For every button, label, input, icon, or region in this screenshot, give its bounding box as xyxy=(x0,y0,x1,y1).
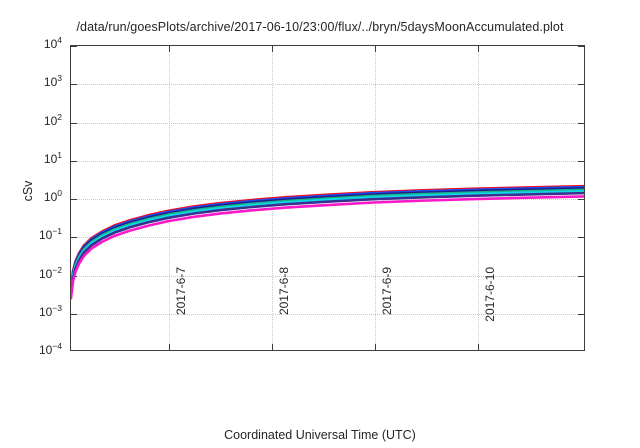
y-tick-label: 101 xyxy=(43,149,62,166)
y-axis-label: cSv xyxy=(21,180,35,202)
series-line xyxy=(71,196,584,298)
y-tick-mark xyxy=(71,46,77,47)
y-tick-label: 10−4 xyxy=(38,341,62,357)
y-tick-mark xyxy=(578,199,584,200)
series-line xyxy=(71,193,584,295)
plot-area xyxy=(70,45,585,351)
gridline-vertical xyxy=(169,46,170,350)
gridline-horizontal xyxy=(71,84,584,86)
y-tick-mark xyxy=(578,313,584,315)
y-tick-label: 10−2 xyxy=(38,264,62,281)
y-tick-mark xyxy=(71,237,77,239)
x-tick-label: 2017-6-9 xyxy=(380,267,394,316)
y-tick-mark xyxy=(578,160,584,162)
x-tick-mark xyxy=(375,344,376,350)
y-tick-label: 10−3 xyxy=(38,302,62,319)
y-tick-label: 102 xyxy=(43,111,62,128)
series-line xyxy=(71,188,584,290)
y-tick-label: 104 xyxy=(43,35,62,51)
y-tick-label: 100 xyxy=(43,188,62,204)
y-tick-mark xyxy=(71,160,77,162)
gridline-horizontal xyxy=(71,313,584,315)
x-tick-mark xyxy=(272,344,273,350)
data-series-lines xyxy=(71,46,584,350)
x-tick-mark xyxy=(375,46,376,52)
y-tick-label: 103 xyxy=(43,73,62,90)
x-tick-label: 2017-6-10 xyxy=(483,267,497,322)
gridline-horizontal xyxy=(71,122,584,124)
gridline-horizontal xyxy=(71,160,584,162)
y-tick-mark xyxy=(71,313,77,315)
y-tick-mark xyxy=(578,46,584,47)
series-line xyxy=(71,191,584,293)
x-tick-label: 2017-6-7 xyxy=(174,267,188,316)
x-tick-mark xyxy=(272,46,273,52)
x-tick-mark xyxy=(478,46,479,52)
x-tick-mark xyxy=(169,344,170,350)
gridline-horizontal xyxy=(71,275,584,277)
y-tick-mark xyxy=(71,122,77,124)
y-tick-mark xyxy=(578,84,584,86)
y-tick-mark xyxy=(71,84,77,86)
page-title: /data/run/goesPlots/archive/2017-06-10/2… xyxy=(76,20,564,34)
x-tick-mark xyxy=(478,344,479,350)
y-tick-mark xyxy=(578,122,584,124)
gridline-horizontal xyxy=(71,237,584,239)
x-axis-label: Coordinated Universal Time (UTC) xyxy=(224,428,416,442)
y-tick-mark xyxy=(578,237,584,239)
y-tick-label: 10−1 xyxy=(38,226,62,243)
x-tick-label: 2017-6-8 xyxy=(277,267,291,316)
y-tick-mark xyxy=(578,275,584,277)
y-tick-mark xyxy=(71,199,77,200)
x-tick-mark xyxy=(169,46,170,52)
